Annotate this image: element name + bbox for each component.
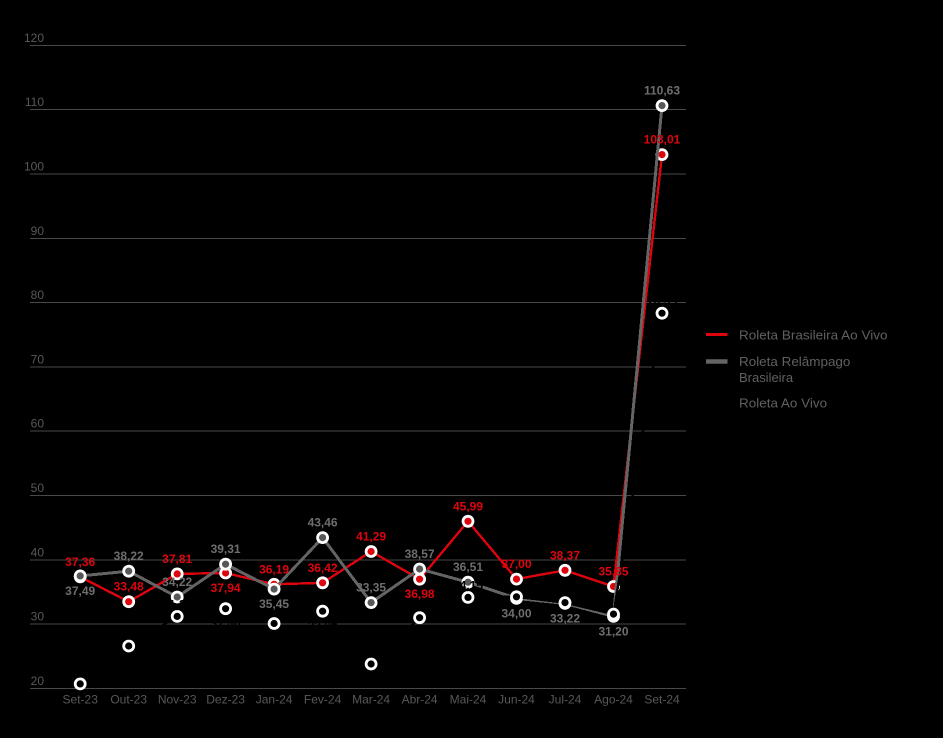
- svg-text:36,42: 36,42: [308, 561, 338, 575]
- svg-text:31,00: 31,00: [405, 599, 435, 613]
- svg-text:110: 110: [25, 95, 44, 109]
- svg-text:34,00: 34,00: [501, 606, 531, 620]
- svg-text:Fev-24: Fev-24: [304, 693, 342, 707]
- svg-text:33,22: 33,22: [550, 611, 580, 625]
- svg-text:Roleta Relâmpago: Roleta Relâmpago: [739, 354, 850, 369]
- svg-text:37,36: 37,36: [65, 555, 95, 569]
- svg-text:36,19: 36,19: [259, 562, 289, 576]
- svg-text:33,34: 33,34: [550, 611, 580, 625]
- svg-text:Mai-24: Mai-24: [450, 693, 487, 707]
- svg-text:37,00: 37,00: [501, 557, 531, 571]
- svg-text:26,60: 26,60: [114, 627, 144, 641]
- svg-text:20: 20: [31, 674, 45, 688]
- svg-text:36,98: 36,98: [405, 587, 435, 601]
- svg-text:Jul-24: Jul-24: [549, 693, 582, 707]
- svg-text:31,20: 31,20: [598, 624, 628, 638]
- svg-text:34,15: 34,15: [453, 578, 483, 592]
- svg-text:43,46: 43,46: [308, 516, 338, 530]
- svg-text:Set-24: Set-24: [644, 693, 680, 707]
- svg-text:Nov-23: Nov-23: [158, 693, 197, 707]
- svg-text:31,56: 31,56: [598, 622, 628, 636]
- svg-text:Roleta Ao Vivo: Roleta Ao Vivo: [739, 396, 827, 411]
- svg-text:38,22: 38,22: [114, 549, 144, 563]
- svg-text:36,51: 36,51: [453, 560, 483, 574]
- svg-text:Dez-23: Dez-23: [206, 693, 245, 707]
- svg-text:30,10: 30,10: [259, 632, 289, 646]
- svg-text:20,70: 20,70: [65, 665, 95, 679]
- svg-text:Brasileira: Brasileira: [739, 370, 794, 385]
- svg-text:38,57: 38,57: [405, 547, 435, 561]
- svg-text:50: 50: [31, 481, 45, 495]
- svg-text:39,31: 39,31: [211, 542, 241, 556]
- svg-text:32,40: 32,40: [211, 617, 241, 631]
- svg-text:100: 100: [24, 160, 44, 174]
- svg-text:90: 90: [31, 224, 45, 238]
- svg-text:70: 70: [31, 352, 45, 366]
- svg-text:Jun-24: Jun-24: [498, 693, 535, 707]
- svg-text:Mar-24: Mar-24: [352, 693, 390, 707]
- svg-text:23,80: 23,80: [356, 645, 386, 659]
- svg-text:35,45: 35,45: [259, 597, 289, 611]
- svg-text:78,35: 78,35: [647, 294, 677, 308]
- svg-text:120: 120: [24, 31, 44, 45]
- svg-text:32,00: 32,00: [308, 619, 338, 633]
- svg-text:Roleta Brasileira Ao Vivo: Roleta Brasileira Ao Vivo: [739, 328, 888, 343]
- svg-text:Jan-24: Jan-24: [256, 693, 293, 707]
- svg-text:37,94: 37,94: [211, 581, 241, 595]
- svg-text:60: 60: [31, 417, 45, 431]
- svg-text:33,35: 33,35: [356, 581, 386, 595]
- svg-text:80: 80: [31, 288, 45, 302]
- svg-text:110,63: 110,63: [644, 84, 680, 98]
- svg-text:Out-23: Out-23: [110, 693, 147, 707]
- svg-text:Ago-24: Ago-24: [594, 693, 633, 707]
- svg-text:35,85: 35,85: [598, 565, 628, 579]
- svg-text:30: 30: [31, 610, 45, 624]
- svg-text:103,01: 103,01: [644, 133, 681, 147]
- svg-text:37,81: 37,81: [162, 552, 192, 566]
- svg-text:40: 40: [31, 545, 45, 559]
- svg-text:34,22: 34,22: [162, 575, 192, 589]
- svg-text:34,24: 34,24: [501, 605, 531, 619]
- svg-text:41,29: 41,29: [356, 530, 386, 544]
- svg-text:37,49: 37,49: [65, 584, 95, 598]
- svg-text:38,37: 38,37: [550, 548, 580, 562]
- svg-text:45,99: 45,99: [453, 499, 483, 513]
- svg-text:33,48: 33,48: [114, 580, 144, 594]
- svg-text:Set-23: Set-23: [63, 693, 99, 707]
- svg-text:31,20: 31,20: [162, 597, 192, 611]
- svg-text:Abr-24: Abr-24: [402, 693, 438, 707]
